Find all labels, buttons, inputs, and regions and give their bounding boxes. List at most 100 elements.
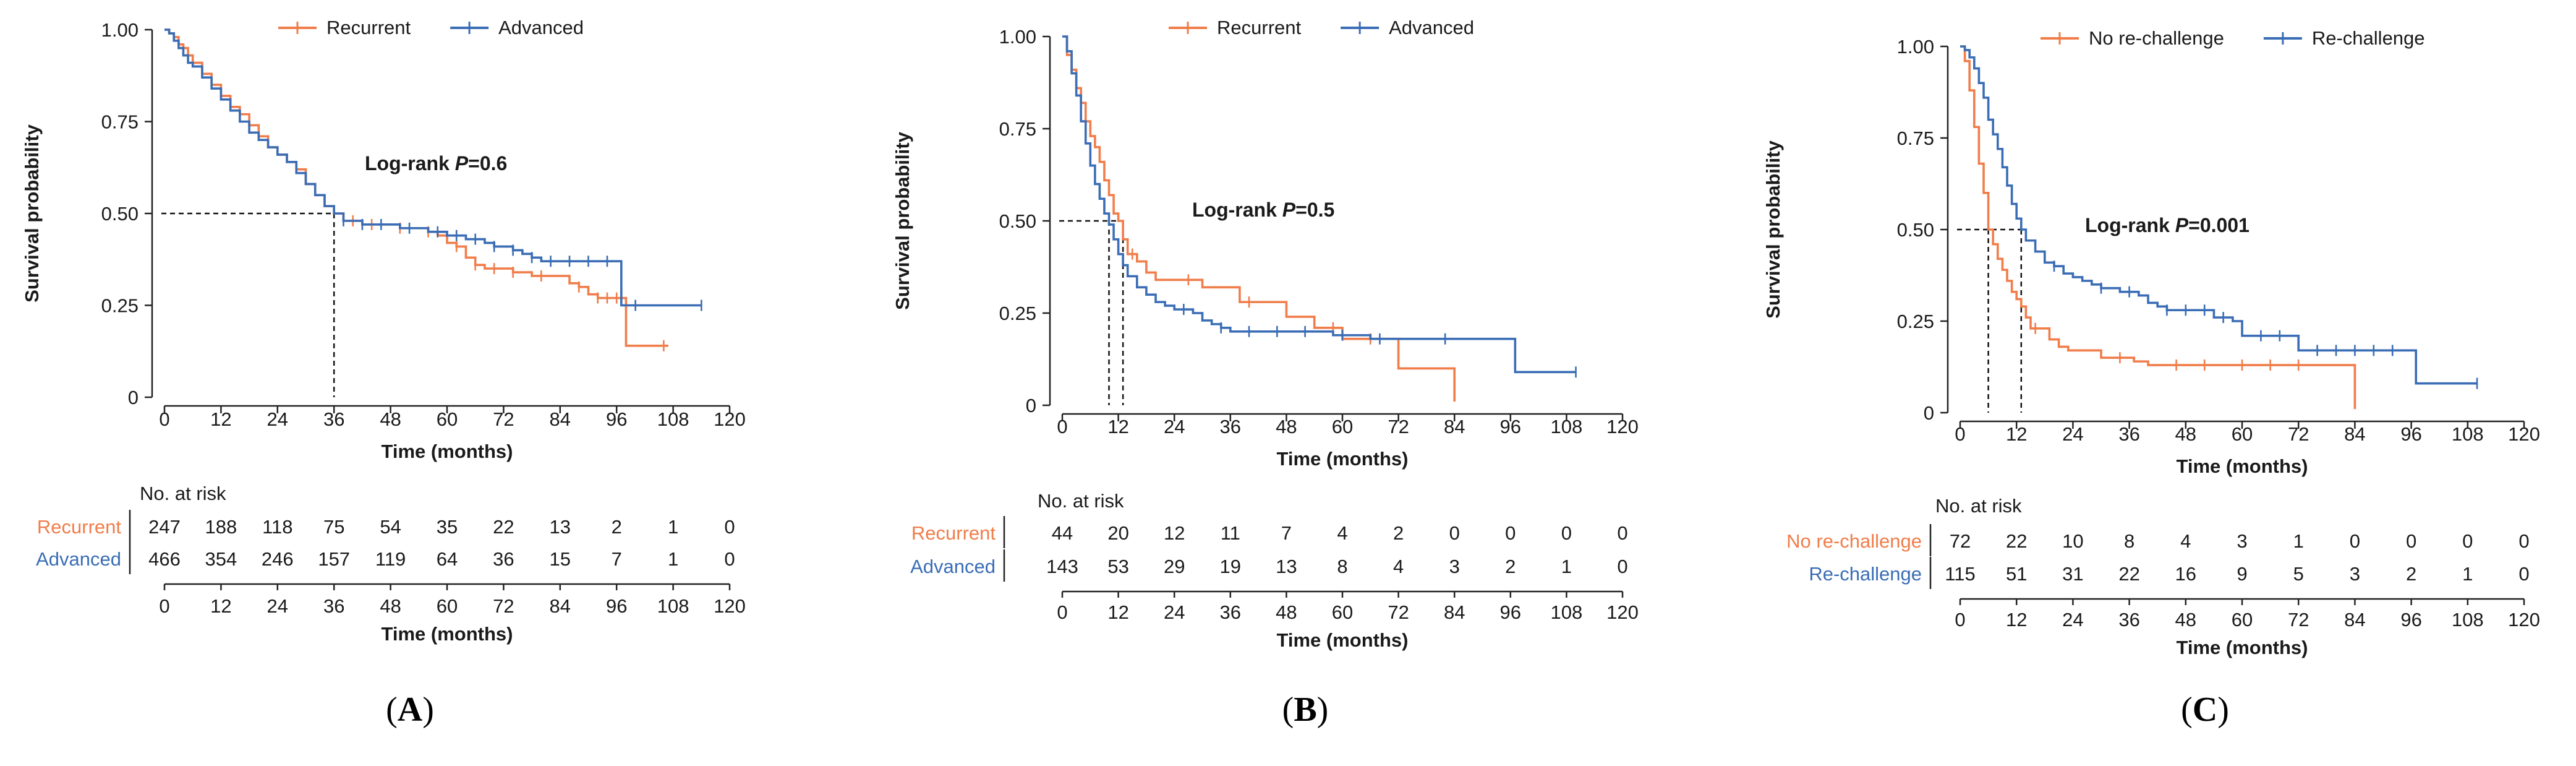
x-tick-label: 120 <box>2508 423 2540 445</box>
risk-count: 1 <box>668 516 678 538</box>
x-tick-label: 0 <box>159 408 169 430</box>
risk-count: 0 <box>1617 556 1627 577</box>
risk-count: 3 <box>2350 563 2360 585</box>
risk-count: 0 <box>2518 563 2529 585</box>
y-tick-label: 0.75 <box>1897 127 1934 149</box>
risk-count: 118 <box>262 516 292 538</box>
risk-count: 8 <box>1337 556 1347 577</box>
y-tick-label: 0.25 <box>999 303 1036 324</box>
risk-count: 13 <box>1276 556 1297 577</box>
risk-count: 0 <box>1561 522 1572 544</box>
logrank-value: =0.001 <box>2188 214 2250 236</box>
logrank-annotation: Log-rank P=0.6 <box>365 152 507 174</box>
x-tick-label: 84 <box>2344 423 2365 445</box>
x-tick-label: 24 <box>267 408 288 430</box>
y-tick-label: 0.25 <box>101 295 139 317</box>
risk-count: 466 <box>148 548 181 570</box>
panel-caption: (C) <box>2181 691 2229 729</box>
x-tick-label: 24 <box>2062 423 2083 445</box>
y-axis-label: Survival probability <box>892 131 913 309</box>
risk-axis-tick-label: 72 <box>2288 609 2309 630</box>
risk-axis-tick-label: 72 <box>493 595 514 617</box>
panel-caption-open: ( <box>2181 691 2193 729</box>
x-tick-label: 96 <box>1500 416 1521 437</box>
risk-count: 29 <box>1164 556 1185 577</box>
risk-count: 54 <box>380 516 401 538</box>
panel-caption-letter: C <box>2193 691 2217 729</box>
panel-caption-open: ( <box>1282 691 1294 729</box>
panel-caption-open: ( <box>386 691 398 729</box>
risk-axis-tick-label: 36 <box>2118 609 2139 630</box>
risk-count: 8 <box>2124 530 2135 552</box>
risk-row-label: Advanced <box>36 548 121 570</box>
risk-row-label: Advanced <box>910 556 996 577</box>
x-tick-label: 48 <box>1276 416 1297 437</box>
risk-axis-tick-label: 96 <box>1500 601 1521 623</box>
km-curve-blue <box>1062 35 1576 374</box>
risk-axis-tick-label: 60 <box>1332 601 1353 623</box>
x-tick-label: 60 <box>1332 416 1353 437</box>
risk-axis-tick-label: 48 <box>2175 609 2196 630</box>
logrank-p-label: P <box>2175 214 2189 236</box>
risk-count: 13 <box>550 516 571 538</box>
legend-label: Recurrent <box>1217 17 1301 38</box>
risk-count: 1 <box>1561 556 1572 577</box>
risk-count: 143 <box>1046 556 1078 577</box>
y-axis-label: Survival probability <box>21 124 43 302</box>
risk-axis-tick-label: 84 <box>2344 609 2365 630</box>
x-tick-label: 72 <box>2288 423 2309 445</box>
risk-axis-tick-label: 108 <box>1551 601 1583 623</box>
risk-count: 1 <box>668 548 678 570</box>
x-tick-label: 60 <box>2232 423 2253 445</box>
x-tick-label: 72 <box>1388 416 1409 437</box>
risk-axis-tick-label: 24 <box>267 595 288 617</box>
x-tick-label: 84 <box>550 408 571 430</box>
risk-axis-tick-label: 36 <box>323 595 344 617</box>
risk-count: 64 <box>437 548 458 570</box>
risk-axis-tick-label: 60 <box>2232 609 2253 630</box>
risk-axis-tick-label: 72 <box>1388 601 1409 623</box>
x-tick-label: 12 <box>210 408 231 430</box>
risk-count: 2 <box>1505 556 1516 577</box>
risk-count: 16 <box>2175 563 2196 585</box>
panel-caption-letter: A <box>398 691 423 729</box>
x-tick-label: 48 <box>2175 423 2196 445</box>
km-curve-orange <box>1960 45 2356 410</box>
y-tick-label: 1.00 <box>101 19 139 41</box>
risk-axis-tick-label: 84 <box>1444 601 1465 623</box>
risk-row-label: Recurrent <box>911 522 996 544</box>
x-tick-label: 120 <box>714 408 746 430</box>
y-tick-label: 0.75 <box>999 118 1036 140</box>
risk-count: 22 <box>2118 563 2139 585</box>
risk-row-label: Recurrent <box>37 516 121 538</box>
risk-count: 1 <box>2462 563 2473 585</box>
logrank-prefix: Log-rank <box>2085 214 2175 236</box>
x-tick-label: 0 <box>1955 423 1965 445</box>
risk-table-title: No. at risk <box>1935 495 2022 517</box>
x-tick-label: 84 <box>1444 416 1465 437</box>
logrank-annotation: Log-rank P=0.5 <box>1192 199 1334 221</box>
risk-axis-tick-label: 48 <box>380 595 401 617</box>
risk-count: 4 <box>1393 556 1404 577</box>
risk-axis-tick-label: 84 <box>550 595 571 617</box>
risk-axis-tick-label: 12 <box>210 595 231 617</box>
risk-axis-tick-label: 96 <box>2400 609 2421 630</box>
risk-count: 0 <box>724 516 735 538</box>
risk-axis-tick-label: 0 <box>159 595 169 617</box>
x-tick-label: 108 <box>657 408 689 430</box>
risk-count: 3 <box>1449 556 1460 577</box>
x-axis-label: Time (months) <box>382 441 513 462</box>
risk-table-title: No. at risk <box>140 483 226 504</box>
y-tick-label: 1.00 <box>1897 36 1934 58</box>
risk-count: 51 <box>2006 563 2027 585</box>
x-tick-label: 12 <box>1107 416 1128 437</box>
risk-count: 1 <box>2293 530 2304 552</box>
x-tick-label: 120 <box>1606 416 1639 437</box>
risk-axis-label: Time (months) <box>1277 629 1409 651</box>
x-tick-label: 12 <box>2006 423 2027 445</box>
risk-count: 3 <box>2237 530 2247 552</box>
y-tick-label: 0.25 <box>1897 311 1934 332</box>
logrank-p-label: P <box>455 152 469 174</box>
